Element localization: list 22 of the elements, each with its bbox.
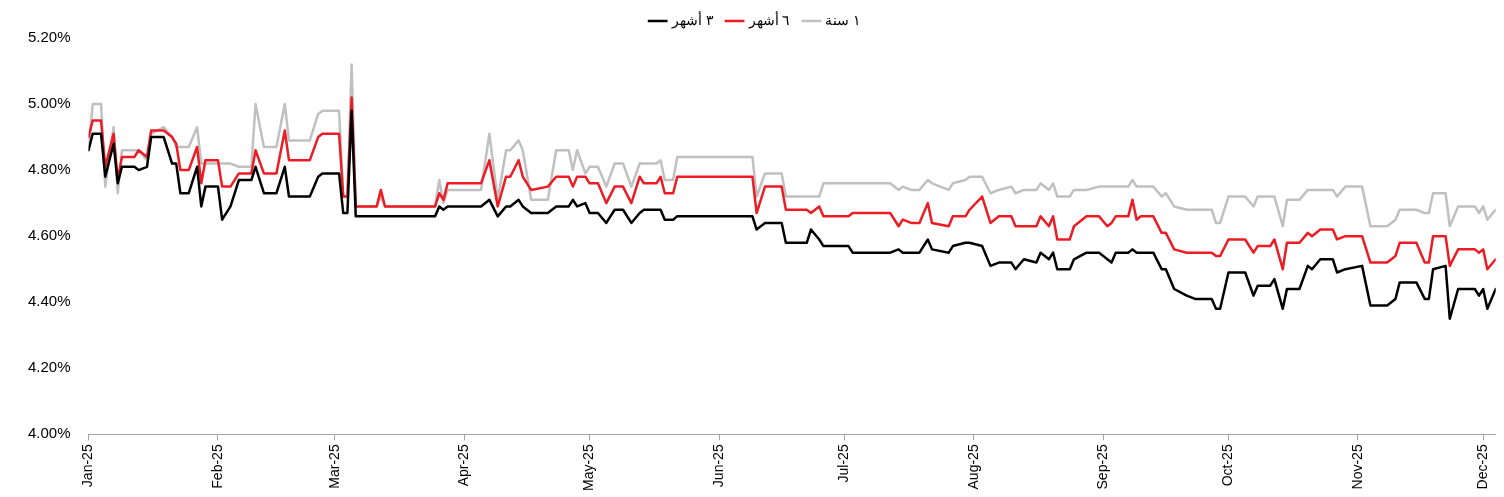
legend-label: ٣ أشهر [670, 9, 714, 29]
x-tick-label: Jan-25 [79, 444, 96, 488]
legend-label: ٦ أشهر [747, 9, 791, 29]
y-tick-label: 4.20% [27, 358, 71, 376]
x-tick-label: Aug-25 [964, 444, 981, 490]
y-tick-label: 4.40% [27, 292, 71, 310]
x-tick-label: Dec-25 [1474, 444, 1491, 490]
y-tick-label: 4.80% [27, 160, 71, 178]
y-tick-label: 5.20% [27, 28, 71, 46]
x-tick-label: Jul-25 [835, 444, 852, 483]
x-tick-label: Nov-25 [1348, 444, 1365, 490]
y-tick-label: 5.00% [27, 94, 71, 112]
x-tick-label: Sep-25 [1094, 444, 1111, 490]
x-tick-label: Jun-25 [709, 444, 726, 488]
x-tick-label: Apr-25 [455, 444, 472, 487]
legend-label: ١ سنة [825, 11, 862, 28]
x-tick-label: Mar-25 [325, 444, 342, 489]
x-tick-label: May-25 [580, 444, 597, 491]
y-tick-label: 4.00% [27, 424, 71, 442]
y-tick-label: 4.60% [27, 226, 71, 244]
x-tick-label: Feb-25 [208, 444, 225, 489]
x-tick-label: Oct-25 [1219, 444, 1236, 487]
